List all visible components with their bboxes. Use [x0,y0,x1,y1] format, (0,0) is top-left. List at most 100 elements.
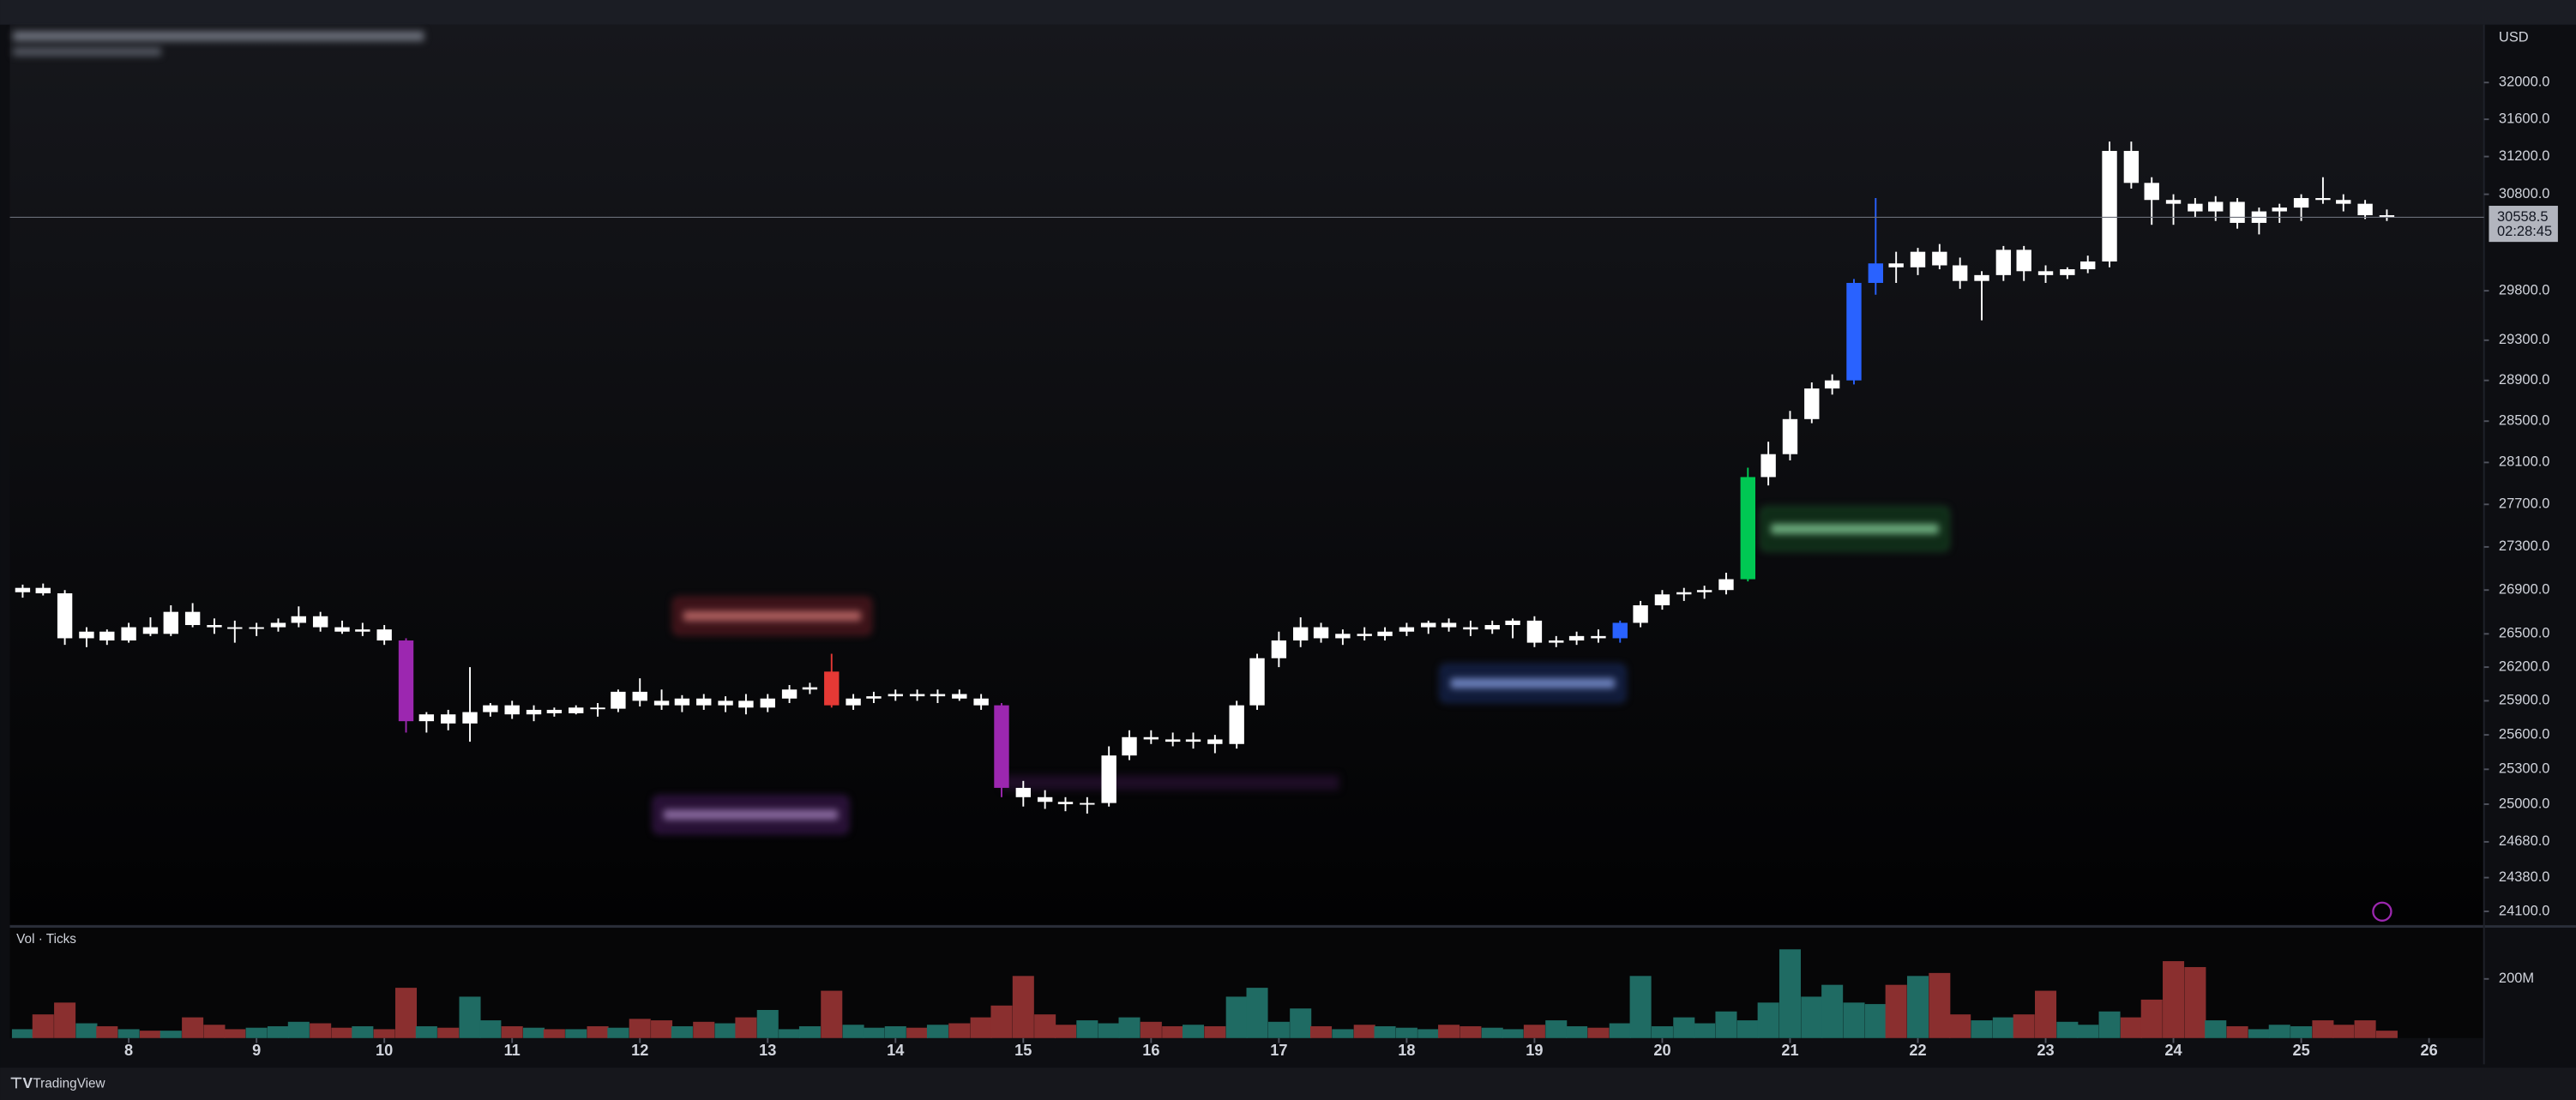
x-tick-label: 10 [376,1042,393,1059]
candle-body [1484,625,1500,630]
zone [1002,775,1339,790]
annotation-text-blur [1771,524,1939,534]
volume-bar [1374,1025,1396,1038]
candle-body [121,627,136,641]
x-tick-label: 24 [2164,1042,2182,1059]
x-tick-label: 15 [1014,1042,1032,1059]
candle-body [718,700,733,706]
volume-bar [2013,1014,2035,1038]
candle-body [738,700,754,708]
volume-bar [756,1009,779,1038]
candle-body [1868,263,1884,283]
candle-body [163,611,178,634]
marks: 32000.0 31600.0 31200.0 30800.0 29800.0 29300… [9,75,2558,1059]
blurred-title [13,31,424,57]
top-bar [0,0,2576,25]
volume-bar [1332,1029,1354,1038]
volume-bar [2205,1020,2227,1038]
y-tick-label: 31200.0 [2499,148,2550,164]
alert-icon[interactable] [2372,901,2392,922]
y-tick-label: 27300.0 [2499,538,2550,554]
x-tick-label: 14 [887,1042,905,1059]
volume-bar [1118,1017,1141,1038]
volume-bar [543,1029,565,1038]
candle-body [2123,151,2140,183]
y-tick-label: 25600.0 [2499,726,2550,742]
candle-body [270,622,286,628]
volume-tick-label: 200M [2499,971,2534,986]
volume-bar [96,1025,118,1038]
y-tick-label: 26900.0 [2499,582,2550,598]
candle-body [1441,622,1457,628]
candle-body [1888,263,1904,267]
blur-line [13,31,424,41]
volume-bar [2248,1029,2270,1038]
x-tick-label: 21 [1781,1042,1798,1059]
candle-body [1293,627,1309,641]
volume-bar [267,1025,289,1038]
candle-body [440,714,456,724]
volume-bar [1779,949,1801,1038]
candle-body [79,631,94,639]
volume-bar [1290,1008,1312,1038]
y-tick-label: 30800.0 [2499,186,2550,201]
annotation-text-blur [683,610,861,622]
volume-bar [310,1023,332,1038]
candle-body [1015,787,1032,797]
candle-body [1591,635,1606,639]
candle-body [2165,200,2182,204]
y-tick-label: 26500.0 [2499,626,2550,641]
volume-label: Vol · Ticks [16,932,76,947]
candle-body [526,709,542,715]
candle-body [1676,592,1692,595]
volume-bar [2290,1025,2313,1038]
candle-body [846,698,861,706]
candle-body [1932,251,1947,266]
volume-bar [245,1027,268,1038]
volume-bar [437,1027,460,1038]
candle-body [35,587,51,594]
candle-body [312,616,328,628]
annotation-text-blur [1450,678,1616,688]
candle-body [1612,622,1628,639]
volume-bar [1992,1017,2014,1038]
candle-body [824,671,840,706]
volume-bar [203,1025,226,1038]
volume-bar [821,990,843,1038]
x-tick-label: 20 [1653,1042,1670,1059]
volume-bar [117,1029,140,1038]
candle-body [2188,203,2203,212]
candle-body [291,616,307,623]
volume-bar [1715,1011,1737,1038]
candle-body [1568,635,1585,641]
candle-body [2102,151,2117,261]
candle-body [2080,261,2096,270]
y-tick-label: 24680.0 [2499,833,2550,849]
volume-bar [1971,1020,1993,1038]
candle-body [2144,183,2159,201]
x-tick-label: 25 [2292,1042,2309,1059]
candle-body [1165,739,1181,742]
volume-bar [1843,1002,1865,1038]
volume-bar [2163,961,2185,1038]
candle-body [2272,207,2287,212]
candle-body [2336,200,2351,204]
volume-bar [651,1020,673,1038]
volume-bar [352,1025,374,1038]
volume-bar [1204,1025,1226,1038]
candle-body [1910,251,1926,267]
candle-body [57,593,73,639]
candle-body [1696,590,1712,592]
volume-bar [884,1025,906,1038]
candle-body [546,709,563,713]
volume-bar [1076,1020,1098,1038]
candle-body [249,627,264,629]
volume-bar [373,1029,395,1038]
candle-body [2357,203,2373,216]
candle-body [1505,620,1520,626]
candle-body [398,640,414,722]
volume-bar [1736,1020,1759,1038]
candle-body [1526,620,1543,643]
